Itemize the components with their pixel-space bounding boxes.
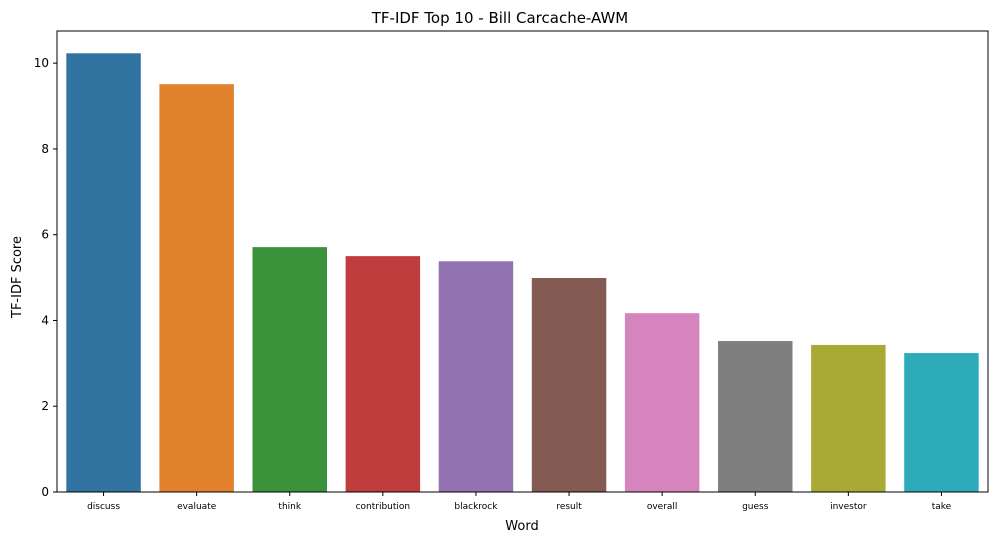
x-tick-label: think	[278, 502, 301, 512]
y-tick-label: 8	[41, 142, 49, 156]
y-axis-label: TF-IDF Score	[10, 236, 25, 319]
chart-title: TF-IDF Top 10 - Bill Carcache-AWM	[371, 9, 628, 27]
x-tick-label: overall	[647, 502, 678, 512]
bar-result	[531, 278, 607, 492]
bar-overall	[624, 313, 700, 492]
bar-evaluate	[159, 84, 234, 492]
y-axis-ticks: 0 2 4 6 8 10	[34, 56, 57, 499]
x-tick-label: blackrock	[454, 502, 498, 512]
bar-investor	[811, 344, 886, 492]
y-tick-label: 4	[41, 313, 49, 327]
x-axis-ticks: discuss evaluate think contribution blackroc…	[87, 492, 952, 512]
x-tick-label: contribution	[356, 502, 411, 512]
bar-contribution	[345, 256, 421, 492]
bar-take	[904, 353, 979, 492]
bar-think	[252, 247, 327, 492]
y-tick-label: 6	[41, 228, 49, 242]
bar-discuss	[66, 53, 141, 493]
plot-frame	[56, 30, 989, 493]
x-tick-label: result	[556, 502, 582, 512]
y-tick-label: 2	[41, 399, 49, 413]
x-tick-label: guess	[742, 502, 769, 512]
x-tick-label: evaluate	[177, 502, 217, 512]
x-tick-label: discuss	[87, 502, 120, 512]
x-tick-label: investor	[830, 502, 867, 512]
y-tick-label: 0	[41, 485, 49, 499]
bar-blackrock	[438, 261, 514, 492]
y-tick-label: 10	[34, 56, 49, 70]
x-axis-label: Word	[505, 519, 538, 534]
x-tick-label: take	[932, 502, 952, 512]
bars-group	[66, 53, 979, 493]
bar-guess	[718, 341, 793, 492]
